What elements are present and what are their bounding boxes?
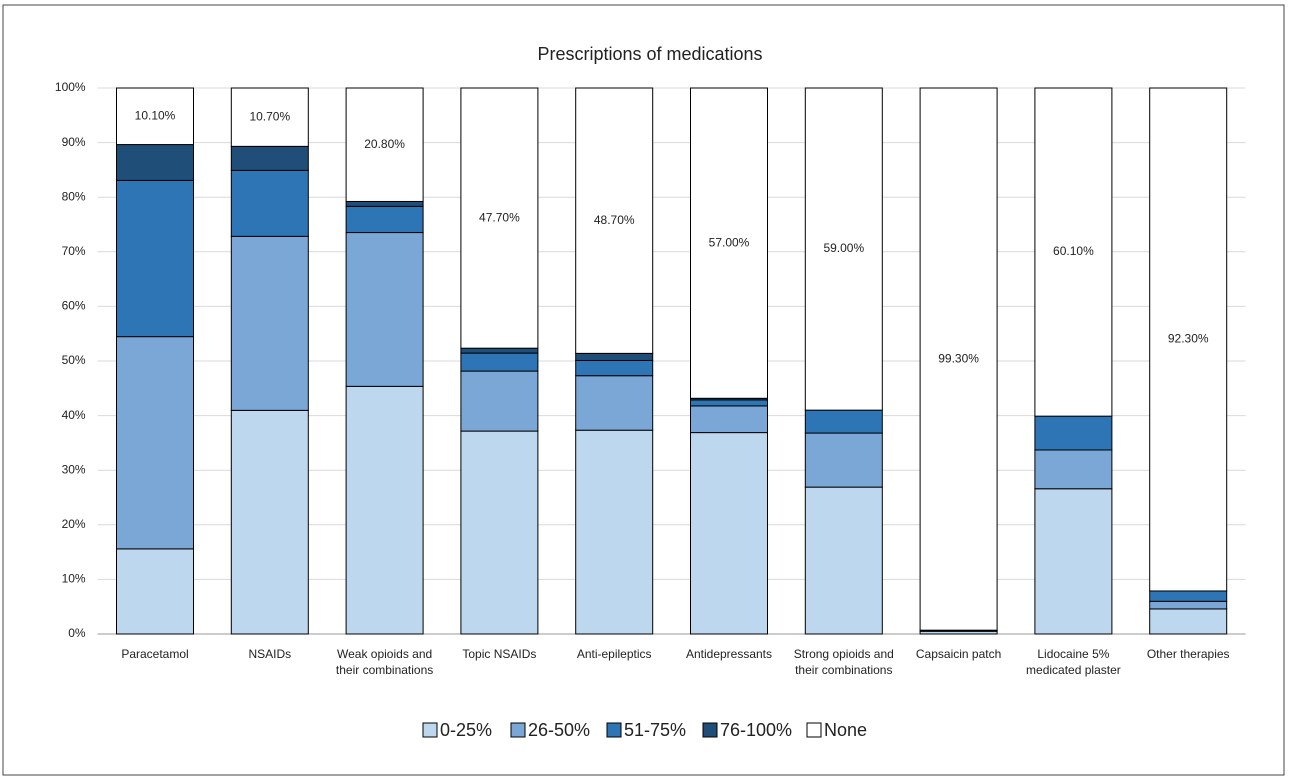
y-tick-label: 90%	[62, 135, 86, 149]
legend-label: 26-50%	[528, 720, 590, 740]
data-label: 92.30%	[1168, 332, 1209, 346]
data-label: 48.70%	[594, 213, 635, 227]
x-tick-label: Anti-epileptics	[576, 647, 652, 661]
bar-segment	[1149, 608, 1228, 635]
data-label: 59.00%	[823, 241, 864, 255]
bar-segment	[1149, 600, 1228, 610]
bar-segment	[230, 409, 309, 635]
bar-segment	[690, 432, 768, 635]
legend-label: 0-25%	[440, 720, 492, 740]
y-tick-label: 80%	[62, 189, 86, 203]
bar-segment	[345, 385, 424, 635]
y-tick-label: 20%	[62, 517, 86, 531]
bar-segment	[116, 179, 194, 338]
y-tick-label: 100%	[55, 80, 86, 94]
legend-swatch	[702, 722, 718, 738]
bar-segment	[460, 430, 539, 635]
bar-segment	[575, 375, 654, 431]
x-tick-label: Topic NSAIDs	[462, 647, 537, 661]
x-tick-label: NSAIDs	[248, 647, 292, 661]
bar-segment	[116, 336, 194, 550]
y-tick-label: 70%	[62, 244, 86, 258]
bar-segment	[460, 347, 539, 354]
data-label: 10.10%	[135, 108, 176, 122]
bar-segment	[690, 87, 768, 399]
data-label: 47.70%	[479, 210, 520, 224]
bar-segment	[460, 370, 539, 432]
y-tick-label: 60%	[62, 299, 86, 313]
data-label: 60.10%	[1053, 244, 1094, 258]
bar-segment	[804, 87, 883, 411]
legend-label: 76-100%	[720, 720, 792, 740]
bar-segment	[345, 200, 424, 207]
x-tick-label: Paracetamol	[121, 647, 189, 661]
x-tick-label: Antidepressants	[685, 647, 773, 661]
bar-segment	[460, 87, 539, 349]
legend-label: None	[824, 720, 867, 740]
bar-segment	[919, 87, 998, 631]
bar-segment	[804, 432, 883, 488]
legend-swatch	[606, 722, 622, 738]
bar-segment	[575, 352, 654, 361]
bar-segment	[230, 235, 309, 411]
bar-segment	[1149, 590, 1228, 602]
x-tick-label: Other therapies	[1146, 647, 1230, 661]
bar-segment	[116, 87, 194, 146]
y-tick-label: 50%	[62, 353, 86, 367]
bar-segment	[116, 144, 194, 181]
data-label: 57.00%	[709, 235, 750, 249]
bar-segment	[345, 87, 424, 202]
y-tick-label: 40%	[62, 408, 86, 422]
legend-swatch	[422, 722, 438, 738]
bar-segment	[116, 548, 194, 635]
bar-segment	[1034, 488, 1113, 635]
y-tick-label: 30%	[62, 462, 86, 476]
chart-title: Prescriptions of medications	[537, 44, 762, 64]
bar-segment	[1034, 87, 1113, 417]
bar-segment	[345, 205, 424, 234]
bar-segment	[1149, 87, 1228, 592]
bar-segment	[575, 429, 654, 635]
legend-swatch	[806, 722, 822, 738]
bar-segment	[690, 405, 768, 434]
x-tick-label: Weak opioids and their combinations	[335, 647, 434, 677]
data-label: 10.70%	[249, 109, 290, 123]
x-tick-label: Capsaicin patch	[915, 647, 1002, 661]
x-tick-label: Lidocaine 5% medicated plaster	[1026, 647, 1121, 677]
data-label: 20.80%	[364, 137, 405, 151]
bar-segment	[1034, 449, 1113, 490]
bar-segment	[1034, 415, 1113, 451]
bar-segment	[345, 232, 424, 387]
bar-segment	[230, 145, 309, 171]
bar-segment	[575, 359, 654, 377]
legend-label: 51-75%	[624, 720, 686, 740]
legend-swatch	[510, 722, 526, 738]
bar-segment	[230, 169, 309, 237]
y-tick-label: 10%	[62, 572, 86, 586]
y-tick-label: 0%	[68, 626, 86, 640]
bar-segment	[690, 399, 768, 407]
frame	[2, 4, 1285, 776]
bar-segment	[575, 87, 654, 354]
data-label: 99.30%	[938, 351, 979, 365]
bar-segment	[804, 486, 883, 635]
bar-segment	[460, 352, 539, 372]
bar-segment	[230, 87, 309, 147]
x-tick-label: Strong opioids and their combinations	[793, 647, 894, 677]
bar-segment	[804, 409, 883, 434]
